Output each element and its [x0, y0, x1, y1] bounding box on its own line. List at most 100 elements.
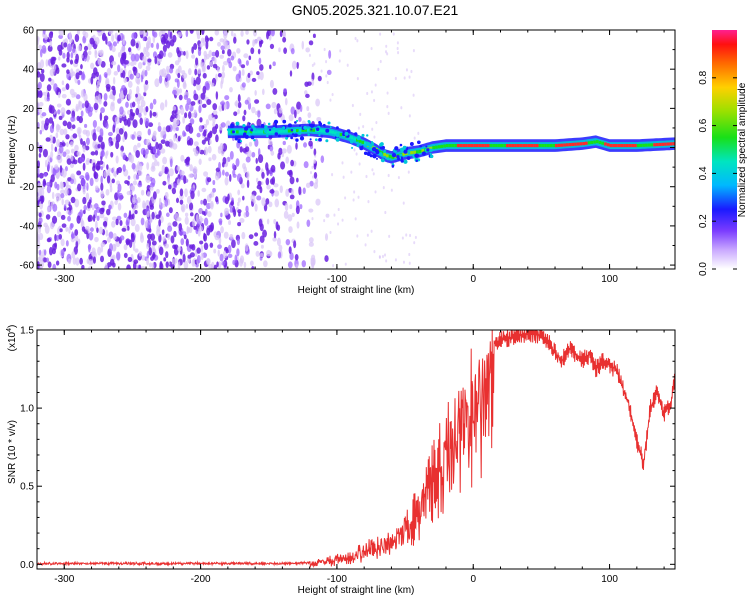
noise-blob: [206, 65, 211, 70]
track-speckle: [239, 140, 243, 143]
track-core-cell: [293, 129, 296, 133]
noise-blob: [223, 31, 228, 39]
track-core-cell: [574, 142, 577, 146]
noise-blob: [132, 66, 136, 72]
noise-blob: [92, 162, 96, 169]
noise-blob: [219, 142, 224, 152]
noise-blob: [105, 189, 110, 196]
noise-blob: [224, 207, 230, 216]
noise-blob: [37, 81, 42, 90]
noise-blob: [158, 75, 163, 84]
noise-blob: [77, 183, 82, 192]
noise-blob: [255, 250, 260, 257]
noise-blob: [50, 143, 54, 152]
noise-blob: [378, 255, 381, 259]
noise-blob: [87, 43, 92, 51]
noise-blob: [58, 30, 64, 36]
noise-blob: [251, 106, 256, 114]
noise-blob: [67, 215, 71, 222]
noise-blob: [103, 72, 108, 78]
noise-blob: [55, 132, 59, 139]
track-core-cell: [623, 144, 626, 148]
noise-blob: [316, 116, 322, 122]
noise-blob: [54, 164, 59, 170]
noise-blob: [190, 190, 195, 200]
noise-blob: [286, 144, 292, 154]
noise-blob: [217, 41, 222, 47]
noise-blob: [275, 221, 279, 230]
track-core-cell: [350, 136, 354, 140]
noise-blob: [255, 177, 259, 183]
noise-blob: [255, 111, 258, 116]
noise-blob: [176, 113, 181, 121]
noise-blob: [196, 254, 201, 264]
track-speckle: [400, 159, 404, 163]
noise-blob: [278, 47, 281, 53]
noise-blob: [151, 240, 157, 246]
noise-blob: [269, 79, 274, 89]
noise-blob: [188, 111, 192, 119]
noise-blob: [140, 99, 146, 108]
noise-blob: [179, 199, 184, 205]
track-core-cell: [555, 144, 558, 148]
noise-blob: [166, 73, 171, 81]
y-tick-label: 1.0: [20, 404, 34, 415]
noise-blob: [249, 70, 253, 76]
noise-blob: [272, 87, 278, 95]
noise-blob: [45, 257, 50, 263]
track-core-cell: [495, 144, 498, 148]
noise-blob: [222, 64, 225, 73]
noise-blob: [133, 203, 139, 210]
noise-blob: [202, 37, 206, 47]
x-tick-label: -300: [54, 574, 74, 585]
track-speckle: [250, 135, 255, 140]
track-speckle: [303, 125, 308, 130]
noise-blob: [412, 93, 415, 97]
noise-blob: [59, 165, 63, 174]
noise-blob: [132, 119, 138, 129]
noise-blob: [217, 244, 222, 250]
noise-blob: [295, 142, 298, 150]
noise-blob: [145, 118, 150, 127]
noise-blob: [289, 70, 293, 77]
noise-blob: [246, 149, 252, 159]
noise-blob: [367, 200, 370, 204]
noise-blob: [100, 255, 105, 263]
snr-x-axis: -300 -200 -100 0 100: [54, 330, 665, 585]
track-core-cell: [317, 129, 321, 133]
noise-blob: [390, 188, 393, 192]
noise-blob: [127, 175, 131, 180]
noise-blob: [184, 212, 189, 217]
noise-blob: [266, 249, 272, 257]
noise-blob: [74, 234, 79, 242]
noise-blob: [204, 208, 208, 215]
noise-blob: [48, 117, 53, 124]
noise-blob: [175, 197, 180, 204]
track-speckle: [361, 133, 365, 137]
track-speckle: [399, 153, 403, 157]
noise-blob: [138, 251, 143, 257]
noise-blob: [65, 98, 71, 106]
noise-blob: [46, 185, 52, 194]
noise-blob: [67, 258, 72, 265]
noise-blob: [38, 212, 42, 218]
noise-blob: [265, 103, 271, 110]
track-core-cell: [650, 143, 654, 147]
track-core-cell: [484, 144, 487, 148]
noise-blob: [184, 112, 188, 119]
noise-blob: [137, 170, 143, 177]
noise-blob: [146, 191, 151, 198]
noise-blob: [45, 137, 51, 142]
noise-blob: [165, 65, 170, 73]
noise-blob: [214, 30, 220, 36]
noise-blob: [402, 260, 405, 264]
noise-blob: [394, 258, 397, 262]
track-core-cell: [639, 143, 643, 148]
noise-blob: [384, 210, 387, 215]
noise-blob: [52, 167, 56, 176]
noise-blob: [60, 189, 66, 195]
noise-blob: [120, 150, 124, 157]
noise-blob: [130, 38, 136, 47]
noise-blob: [97, 246, 102, 256]
